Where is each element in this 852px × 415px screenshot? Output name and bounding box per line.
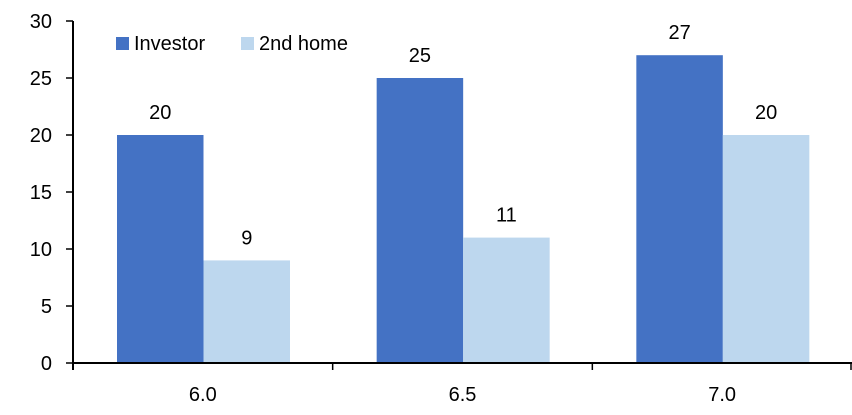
x-tick-label: 6.0 bbox=[189, 384, 217, 406]
y-tick-label: 0 bbox=[41, 353, 52, 375]
legend-label: 2nd home bbox=[259, 33, 348, 55]
legend-swatch-investor bbox=[116, 37, 129, 50]
data-label: 20 bbox=[755, 102, 777, 124]
y-tick-label: 25 bbox=[30, 68, 52, 90]
legend-swatch-2nd-home bbox=[241, 37, 254, 50]
y-tick-label: 5 bbox=[41, 296, 52, 318]
y-tick-label: 15 bbox=[30, 182, 52, 204]
y-tick-label: 30 bbox=[30, 11, 52, 33]
x-tick-label: 7.0 bbox=[708, 384, 736, 406]
legend-label: Investor bbox=[134, 33, 205, 55]
bar-investor bbox=[636, 55, 723, 363]
x-tick-label: 6.5 bbox=[449, 384, 477, 406]
data-label: 20 bbox=[149, 102, 171, 124]
y-tick-label: 10 bbox=[30, 239, 52, 261]
bar-2nd-home bbox=[722, 135, 810, 363]
y-tick-label: 20 bbox=[30, 125, 52, 147]
bar-investor bbox=[376, 78, 464, 363]
bar-2nd-home bbox=[203, 260, 290, 363]
data-label: 27 bbox=[668, 22, 690, 44]
bar-investor bbox=[117, 135, 204, 363]
data-label: 9 bbox=[241, 227, 252, 249]
data-label: 25 bbox=[409, 45, 431, 67]
data-label: 11 bbox=[496, 205, 517, 227]
bar-2nd-home bbox=[463, 237, 550, 363]
